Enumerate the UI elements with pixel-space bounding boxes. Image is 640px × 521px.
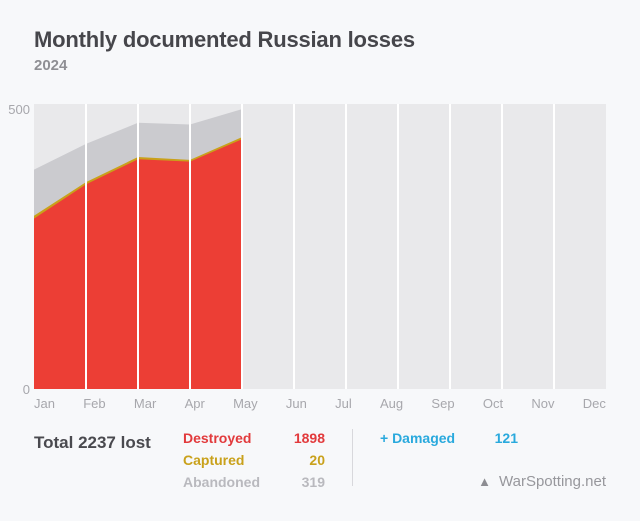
warspotting-brand-name: WarSpotting.net	[499, 473, 606, 490]
legend-value-destroyed: 1898	[293, 430, 325, 446]
month-label-aug: Aug	[380, 396, 404, 411]
legend-value-abandoned: 319	[301, 474, 325, 490]
legend-value-damaged: 121	[494, 430, 518, 446]
x-axis-month-labels: Jan Feb Mar Apr May Jun Jul Aug Sep Oct Nov Dec	[34, 396, 606, 411]
legend-label-captured: Captured	[183, 452, 245, 468]
warspotting-triangle-icon: ▲	[478, 474, 491, 489]
total-lost-label: Total 2237 lost	[34, 433, 151, 452]
chart-subtitle-year: 2024	[34, 57, 68, 74]
legend: Destroyed 1898 Captured 20 Abandoned 319	[183, 430, 325, 496]
month-label-apr: Apr	[184, 396, 205, 411]
month-label-sep: Sep	[431, 396, 455, 411]
month-label-feb: Feb	[83, 396, 106, 411]
stacked-area-chart[interactable]	[34, 104, 606, 389]
y-axis-label-500: 500	[8, 102, 30, 117]
month-label-jul: Jul	[335, 396, 352, 411]
legend-row-captured: Captured 20	[183, 452, 325, 474]
legend-row-damaged: + Damaged 121	[380, 430, 518, 446]
month-label-jun: Jun	[285, 396, 307, 411]
month-label-oct: Oct	[482, 396, 504, 411]
legend-row-destroyed: Destroyed 1898	[183, 430, 325, 452]
month-label-jan: Jan	[34, 396, 55, 411]
warspotting-brand-link[interactable]: ▲ WarSpotting.net	[478, 473, 606, 490]
month-label-dec: Dec	[582, 396, 606, 411]
legend-label-abandoned: Abandoned	[183, 474, 260, 490]
legend-divider	[352, 429, 353, 486]
month-label-mar: Mar	[133, 396, 157, 411]
month-label-may: May	[233, 396, 258, 411]
month-label-nov: Nov	[531, 396, 555, 411]
legend-row-abandoned: Abandoned 319	[183, 474, 325, 496]
legend-label-damaged: + Damaged	[380, 430, 456, 446]
legend-value-captured: 20	[309, 452, 325, 468]
page-title: Monthly documented Russian losses	[34, 27, 415, 52]
y-axis-label-0: 0	[22, 382, 30, 397]
legend-label-destroyed: Destroyed	[183, 430, 252, 446]
plot-area[interactable]	[34, 104, 606, 389]
